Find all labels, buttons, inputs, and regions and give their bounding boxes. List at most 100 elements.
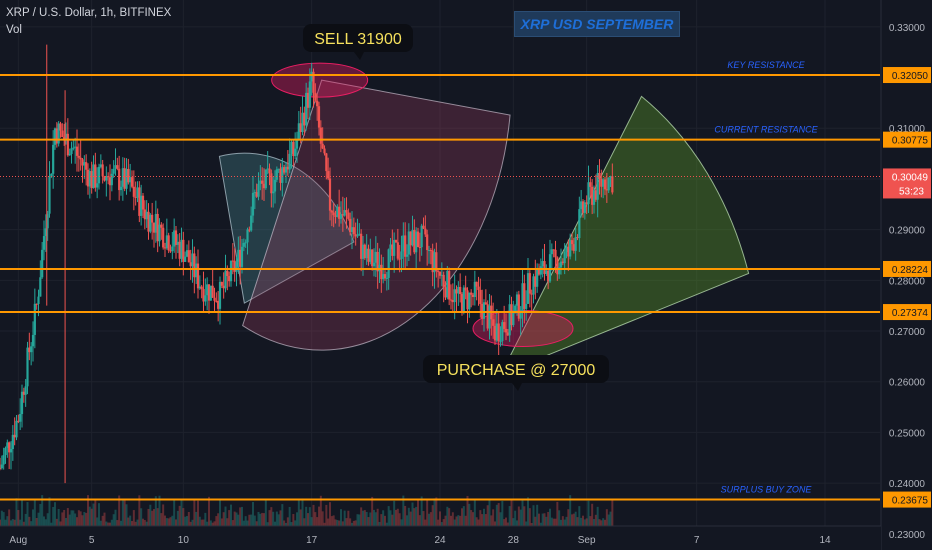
volume-bar <box>90 508 93 526</box>
volume-bar <box>294 520 297 526</box>
volume-bar <box>268 510 271 526</box>
candle-body <box>259 180 262 184</box>
level-price-label: 0.27374 <box>892 308 929 319</box>
volume-bar <box>440 522 443 526</box>
candle-body <box>497 323 500 342</box>
volume-bar <box>259 513 262 526</box>
time-tick-label: 14 <box>819 535 831 546</box>
candle-body <box>81 159 84 166</box>
volume-bar <box>400 519 403 526</box>
candle-body <box>596 173 599 200</box>
candle-body <box>224 270 227 289</box>
volume-bar <box>162 504 165 526</box>
candle-body <box>233 260 236 272</box>
candle-body <box>44 228 47 237</box>
volume-bar <box>341 521 344 526</box>
candle-body <box>514 305 517 313</box>
candle-body <box>411 229 414 246</box>
candle-body <box>415 231 418 253</box>
candles <box>0 44 614 484</box>
volume-bar <box>380 514 383 526</box>
volume-bar <box>160 513 163 526</box>
candle-body <box>229 260 233 282</box>
volume-bar <box>422 511 425 526</box>
candle-body <box>444 287 447 298</box>
candle-body <box>325 153 328 172</box>
volume-bar <box>523 506 526 526</box>
candle-body <box>556 257 559 275</box>
candle-body <box>591 186 594 205</box>
candle-body <box>409 231 412 246</box>
candle-body <box>484 302 487 305</box>
candle-body <box>70 148 73 155</box>
candle-body <box>321 143 324 149</box>
candle-body <box>563 252 566 264</box>
volume-bar <box>275 511 278 526</box>
volume-bar <box>219 499 221 526</box>
candle-body <box>464 287 467 291</box>
candle-body <box>189 262 192 267</box>
candle-body <box>600 179 603 187</box>
volume-bar <box>70 510 73 526</box>
volume-bar <box>602 518 605 526</box>
volume-bar <box>488 498 491 526</box>
volume-bar <box>255 521 258 526</box>
volume-bar <box>191 519 194 526</box>
volume-bar <box>92 503 95 526</box>
volume-bar <box>39 503 42 526</box>
volume-bar <box>503 519 506 526</box>
candle-body <box>306 92 310 108</box>
candle-body <box>349 218 352 232</box>
volume-bar <box>329 502 331 526</box>
volume-bar <box>87 495 89 526</box>
volume-bar <box>499 512 502 526</box>
volume-bar <box>473 498 476 526</box>
volume-bar <box>103 512 106 526</box>
candle-body <box>196 263 200 289</box>
time-tick-label: 17 <box>306 535 318 546</box>
volume-bar <box>252 501 254 526</box>
volume-bar <box>402 495 405 526</box>
volume-bar <box>241 506 243 526</box>
callout-pointer <box>512 383 522 391</box>
volume-bar <box>145 521 148 526</box>
candle-body <box>292 141 295 157</box>
candle-body <box>416 231 420 248</box>
volume-bar <box>158 495 161 526</box>
volume-bar <box>99 520 102 526</box>
candle-body <box>523 283 526 309</box>
candle-body <box>145 211 148 220</box>
volume-bar <box>290 522 293 526</box>
volume-bar <box>54 502 56 526</box>
candle-body <box>580 201 583 210</box>
sell-callout: SELL 31900 <box>303 24 413 60</box>
purchase-callout: PURCHASE @ 27000 <box>423 355 609 391</box>
candle-body <box>581 201 585 213</box>
candle-body <box>438 271 442 276</box>
volume-bar <box>79 511 82 526</box>
candle-body <box>400 251 403 259</box>
candle-body <box>574 237 577 251</box>
candle-body <box>248 229 251 231</box>
volume-bar <box>404 505 407 526</box>
candle-body <box>118 168 121 191</box>
candle-body <box>536 268 539 287</box>
candle-body <box>231 260 234 262</box>
volume-bar <box>57 508 60 526</box>
candle-body <box>442 274 445 288</box>
volume-bar <box>28 516 31 526</box>
volume-bar <box>292 514 295 526</box>
candle-body <box>405 254 409 257</box>
level-price-tag <box>883 304 931 321</box>
candle-body <box>37 296 40 305</box>
volume-bar <box>530 522 533 526</box>
volume-bar <box>220 518 223 526</box>
candle-body <box>141 195 145 210</box>
price-tick-label: 0.26000 <box>889 378 926 389</box>
volume-bar <box>202 519 205 526</box>
candle-body <box>398 258 401 260</box>
candle-body <box>94 164 97 188</box>
candle-body <box>495 323 498 341</box>
volume-bar <box>574 511 577 526</box>
